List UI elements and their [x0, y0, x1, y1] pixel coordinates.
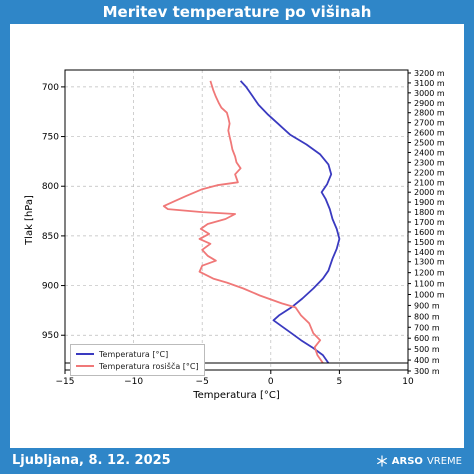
x-axis-label: Temperatura [°C] [192, 390, 280, 401]
altitude-tick-label: 3200 m [414, 69, 445, 78]
altitude-tick-label: 2100 m [414, 178, 445, 187]
altitude-tick-label: 600 m [414, 334, 440, 343]
legend: Temperatura [°C] Temperatura rosišča [°C… [70, 344, 205, 376]
x-tick-label: 0 [268, 377, 274, 387]
altitude-tick-label: 2700 m [414, 119, 445, 128]
brand-subname: VREME [426, 455, 462, 467]
legend-item-dewpoint: Temperatura rosišča [°C] [76, 360, 199, 372]
altitude-tick-label: 400 m [414, 356, 440, 365]
sounding-chart: −15 −10 −5 0 5 10 700 750 800 850 900 950 3200 m31… [24, 69, 445, 401]
brand-name: ARSO [391, 455, 423, 467]
altitude-tick-label: 1500 m [414, 238, 445, 247]
altitude-tick-label: 3100 m [414, 79, 445, 88]
y-tick-label: 850 [42, 232, 59, 242]
y-tick-label: 800 [42, 182, 59, 192]
location-date: Ljubljana, 8. 12. 2025 [12, 453, 171, 468]
altitude-tick-label: 1700 m [414, 218, 445, 227]
altitude-tick-label: 2200 m [414, 168, 445, 177]
snowflake-icon [376, 455, 387, 467]
y-tick-label: 750 [42, 133, 59, 143]
x-tick-label: −10 [124, 377, 143, 387]
altitude-tick-label: 1000 m [414, 291, 445, 300]
altitude-tick-label: 1800 m [414, 208, 445, 217]
temperature-line [239, 80, 341, 364]
altitude-tick-label: 800 m [414, 312, 440, 321]
altitude-tick-label: 900 m [414, 301, 440, 310]
altitude-tick-label: 2500 m [414, 139, 445, 148]
altitude-tick-label: 1200 m [414, 269, 445, 278]
altitude-tick-label: 1600 m [414, 228, 445, 237]
legend-label-dewpoint: Temperatura rosišča [°C] [99, 361, 199, 371]
dewpoint-line [162, 80, 324, 364]
y-ticks: 700 750 800 850 900 950 [42, 83, 65, 341]
altitude-tick-label: 1300 m [414, 258, 445, 267]
altitude-tick-label: 2600 m [414, 129, 445, 138]
altitude-tick-label: 700 m [414, 323, 440, 332]
altitude-tick-label: 1400 m [414, 248, 445, 257]
altitude-tick-label: 3000 m [414, 89, 445, 98]
y-tick-label: 950 [42, 331, 59, 341]
altitude-tick-label: 500 m [414, 345, 440, 354]
x-tick-label: 5 [337, 377, 343, 387]
x-tick-label: −5 [196, 377, 209, 387]
legend-swatch-temperature [76, 353, 94, 355]
legend-item-temperature: Temperatura [°C] [76, 348, 199, 360]
x-tick-label: −15 [56, 377, 75, 387]
series-layer [162, 80, 341, 364]
y-tick-label: 700 [42, 83, 59, 93]
legend-label-temperature: Temperatura [°C] [99, 349, 169, 359]
brand-logo: ARSO VREME [376, 455, 462, 467]
altitude-tick-label: 1900 m [414, 198, 445, 207]
altitude-tick-label: 2000 m [414, 188, 445, 197]
altitude-tick-label: 2900 m [414, 99, 445, 108]
altitude-tick-label: 2800 m [414, 109, 445, 118]
grid-lines [65, 70, 408, 370]
chart-title: Meritev temperature po višinah [102, 3, 372, 21]
chart-panel: −15 −10 −5 0 5 10 700 750 800 850 900 950 3200 m 31… [10, 24, 464, 448]
plot-frame [64, 69, 409, 371]
altitude-tick-label: 1100 m [414, 280, 445, 289]
altitude-tick-label: 2400 m [414, 148, 445, 157]
y-axis-label: Tlak [hPa] [24, 195, 35, 246]
legend-swatch-dewpoint [76, 365, 94, 367]
altitude-tick-label: 2300 m [414, 158, 445, 167]
y-tick-label: 900 [42, 282, 59, 292]
altitude-tick-label: 300 m [414, 367, 440, 376]
x-tick-label: 10 [402, 377, 414, 387]
